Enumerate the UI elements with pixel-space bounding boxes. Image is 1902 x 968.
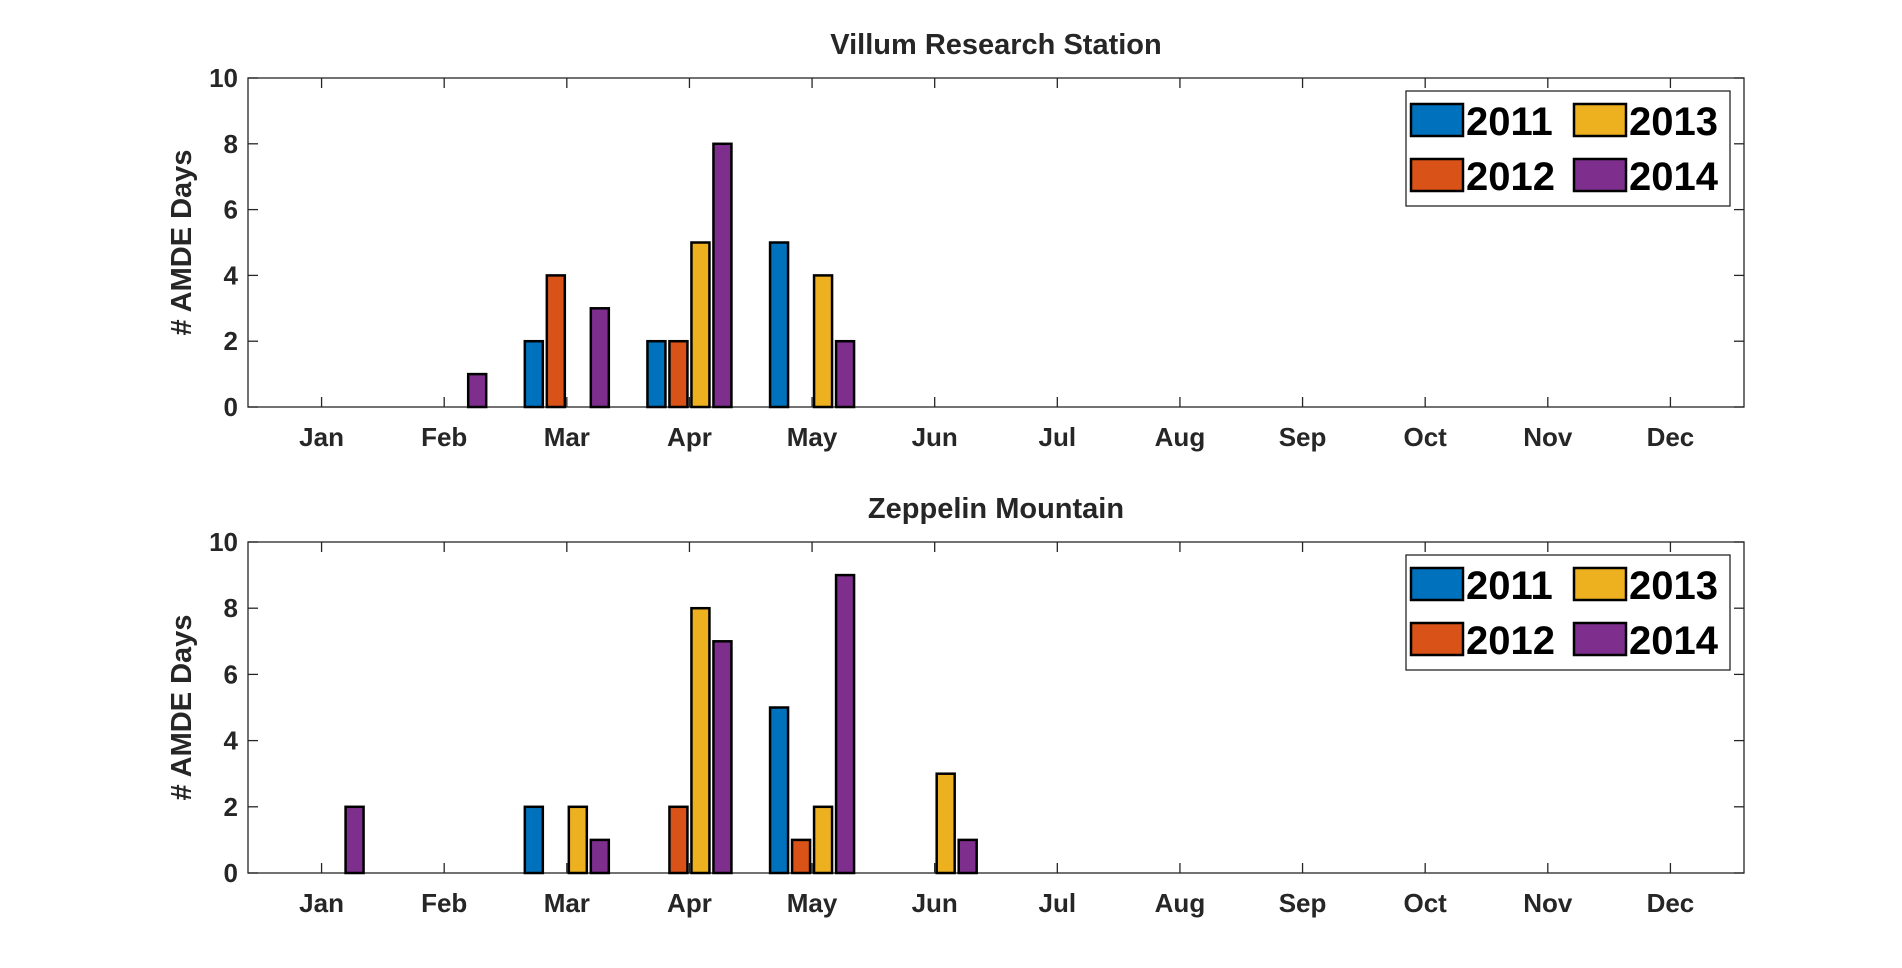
x-tick-label: Nov [1523,888,1573,918]
bar-2014-Jun [957,838,978,875]
axes-box [247,77,1745,408]
x-tick-label: Oct [1404,888,1448,918]
x-tick-label: May [787,422,838,452]
x-tick-label: Sep [1279,888,1327,918]
x-tick-label: Jan [299,422,344,452]
chart-title: Villum Research Station [830,29,1161,61]
bar-2014-Apr [712,640,733,875]
x-tick-label: Dec [1647,422,1695,452]
legend-swatch-2013 [1572,102,1628,138]
y-axis-label: # AMDE Days [166,150,198,336]
bar-2014-May [834,339,856,409]
legend-swatch-2014 [1572,621,1628,657]
bar-2013-Apr [690,241,711,409]
legend-swatch-2012 [1409,621,1465,657]
legend-label-2013: 2013 [1629,100,1718,144]
legend-label-2014: 2014 [1629,619,1719,663]
bar-2011-Mar [523,339,545,409]
y-axis-label: # AMDE Days [166,615,198,801]
y-tick-label: 10 [209,63,238,93]
y-tick-label: 4 [224,726,239,756]
bar-2011-May [768,706,790,875]
x-tick-label: Jun [912,422,958,452]
bar-2013-May [812,805,834,875]
y-tick-label: 0 [224,858,238,888]
legend-label-2012: 2012 [1466,619,1555,663]
y-tick-label: 6 [224,659,238,689]
x-tick-label: Apr [667,422,712,452]
legend-swatch-2011 [1409,102,1465,138]
bar-2014-Apr [712,142,733,409]
y-tick-label: 2 [224,326,238,356]
y-tick-label: 10 [209,527,238,557]
bar-2012-Apr [668,805,689,875]
x-tick-label: Dec [1647,888,1695,918]
y-tick-label: 2 [224,792,238,822]
x-tick-label: Jul [1039,422,1077,452]
x-tick-label: Feb [421,422,467,452]
x-tick-label: Jan [299,888,344,918]
x-tick-label: Oct [1404,422,1448,452]
legend-swatch-2012 [1409,157,1465,193]
x-tick-label: Jul [1039,888,1077,918]
legend-swatch-2011 [1409,566,1465,602]
chart-panel-zeppelin: Zeppelin Mountain # AMDE Days 0 2 4 6 8 10 Jan Fe… [166,493,1745,918]
bar-2014-Jan [344,805,365,875]
legend-label-2011: 2011 [1466,100,1553,144]
bar-2013-Jun [935,772,956,875]
legend-label-2014: 2014 [1629,155,1719,199]
x-tick-label: May [787,888,838,918]
x-tick-label: Nov [1523,422,1573,452]
bar-2014-Mar [589,838,611,875]
bar-2011-Mar [523,805,545,875]
bar-2013-Apr [690,606,711,875]
x-tick-label: Aug [1155,888,1206,918]
bar-2014-Feb [466,372,488,409]
x-tick-label: Jun [912,888,958,918]
bar-2013-Mar [567,805,589,875]
y-tick-label: 8 [224,129,238,159]
bar-2014-Mar [589,307,611,409]
x-tick-label: Feb [421,888,467,918]
bar-2012-Mar [545,274,567,409]
x-tick-label: Mar [544,888,590,918]
bar-2014-May [834,573,856,875]
legend-label-2011: 2011 [1466,564,1553,608]
bar-2012-Apr [668,339,689,409]
legend-swatch-2014 [1572,157,1628,193]
legend-swatch-2013 [1572,566,1628,602]
axes-box [247,541,1745,874]
bar-2013-May [812,274,834,409]
chart-title: Zeppelin Mountain [868,493,1124,525]
chart-panel-villum: Villum Research Station # AMDE Days 0 2 4 6 8 1… [166,29,1745,452]
y-tick-label: 0 [224,392,238,422]
bar-2011-Apr [646,339,667,409]
legend-label-2013: 2013 [1629,564,1718,608]
y-tick-label: 8 [224,593,238,623]
x-tick-label: Sep [1279,422,1327,452]
bar-2011-May [768,241,790,409]
y-tick-label: 4 [224,260,239,290]
x-tick-label: Mar [544,422,590,452]
x-tick-label: Aug [1155,422,1206,452]
y-tick-label: 6 [224,195,238,225]
legend-label-2012: 2012 [1466,155,1555,199]
x-tick-label: Apr [667,888,712,918]
bar-2012-May [790,838,812,875]
